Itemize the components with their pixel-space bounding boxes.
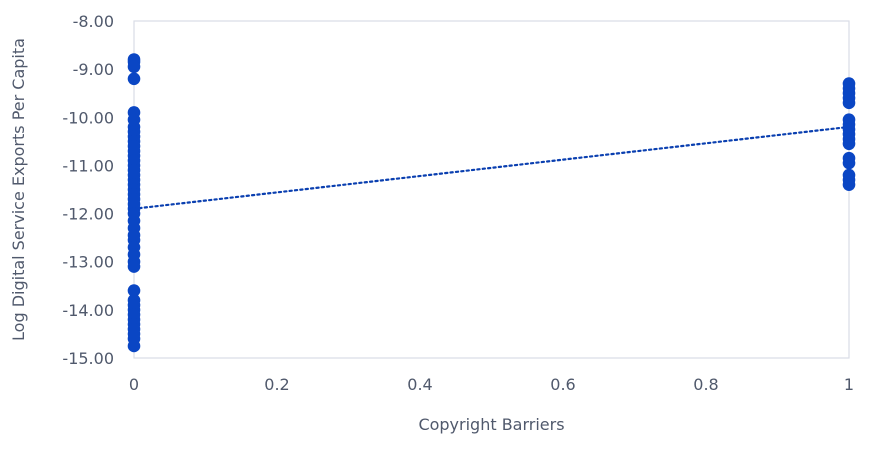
data-point [127, 260, 141, 273]
data-point [127, 72, 141, 86]
y-tick-label: -9.00 [73, 60, 114, 79]
data-point [842, 156, 856, 170]
data-point [842, 178, 856, 191]
data-point [127, 284, 141, 297]
y-tick-label: -15.00 [62, 349, 114, 368]
y-tick-label: -14.00 [62, 301, 114, 320]
x-axis-title: Copyright Barriers [418, 415, 564, 434]
y-tick-label: -13.00 [62, 253, 114, 272]
data-point [127, 60, 141, 74]
x-tick-label: 0.6 [550, 375, 575, 394]
data-point [127, 339, 141, 353]
plot-area-frame [133, 20, 850, 359]
x-tick-label: 0.2 [264, 375, 289, 394]
x-tick-label: 0.4 [407, 375, 432, 394]
y-tick-label: -8.00 [73, 12, 114, 31]
x-tick-label: 0 [129, 375, 139, 394]
x-tick-label: 1 [844, 375, 854, 394]
data-point [842, 96, 856, 110]
x-axis-ticks: 0 0.2 0.4 0.6 0.8 1 [129, 375, 854, 394]
data-points [127, 53, 856, 353]
trendline [132, 125, 851, 210]
y-axis-ticks: -8.00 -9.00 -10.00 -11.00 -12.00 -13.00 -14.00… [62, 12, 114, 368]
x-tick-label: 0.8 [693, 375, 718, 394]
y-axis-title: Log Digital Service Exports Per Capita [9, 38, 28, 341]
y-tick-label: -10.00 [62, 108, 114, 127]
data-point [842, 137, 856, 151]
y-tick-label: -11.00 [62, 156, 114, 175]
y-tick-label: -12.00 [62, 205, 114, 224]
